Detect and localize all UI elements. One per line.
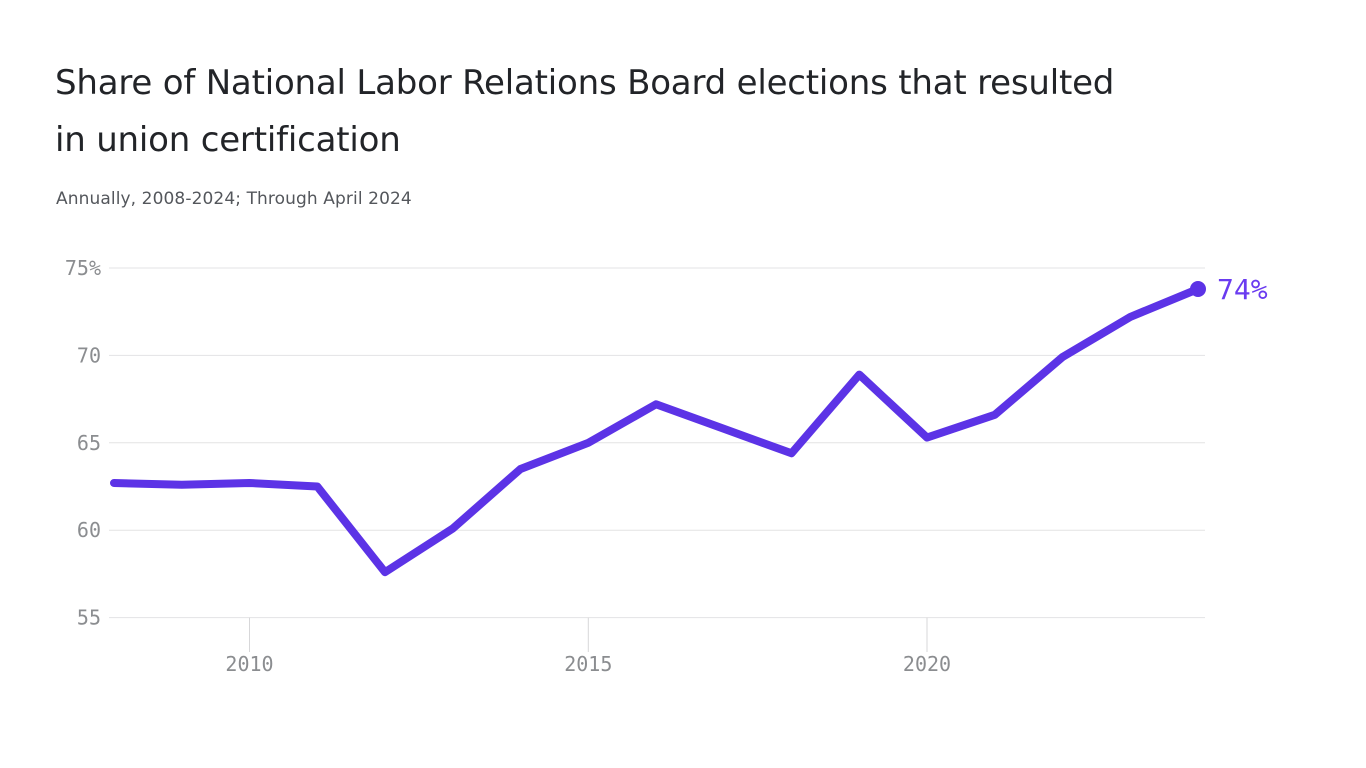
chart-title-line2: in union certification (55, 120, 401, 160)
x-axis-tick-label: 2020 (903, 652, 951, 676)
end-value-label: 74% (1217, 273, 1268, 306)
chart-title-line1: Share of National Labor Relations Board … (55, 63, 1115, 103)
chart-subtitle: Annually, 2008-2024; Through April 2024 (56, 189, 412, 209)
y-axis-tick-label: 75% (65, 256, 101, 280)
x-axis-tick-label: 2015 (564, 652, 612, 676)
y-axis-tick-label: 70 (77, 343, 101, 367)
y-axis-tick-label: 60 (77, 518, 101, 542)
x-axis-tick-label: 2010 (225, 652, 273, 676)
y-axis-tick-label: 65 (77, 431, 101, 455)
y-axis-tick-label: 55 (77, 606, 101, 630)
end-point-dot (1190, 281, 1206, 297)
chart-title: Share of National Labor Relations Board … (55, 55, 1315, 169)
data-line (110, 285, 1202, 577)
